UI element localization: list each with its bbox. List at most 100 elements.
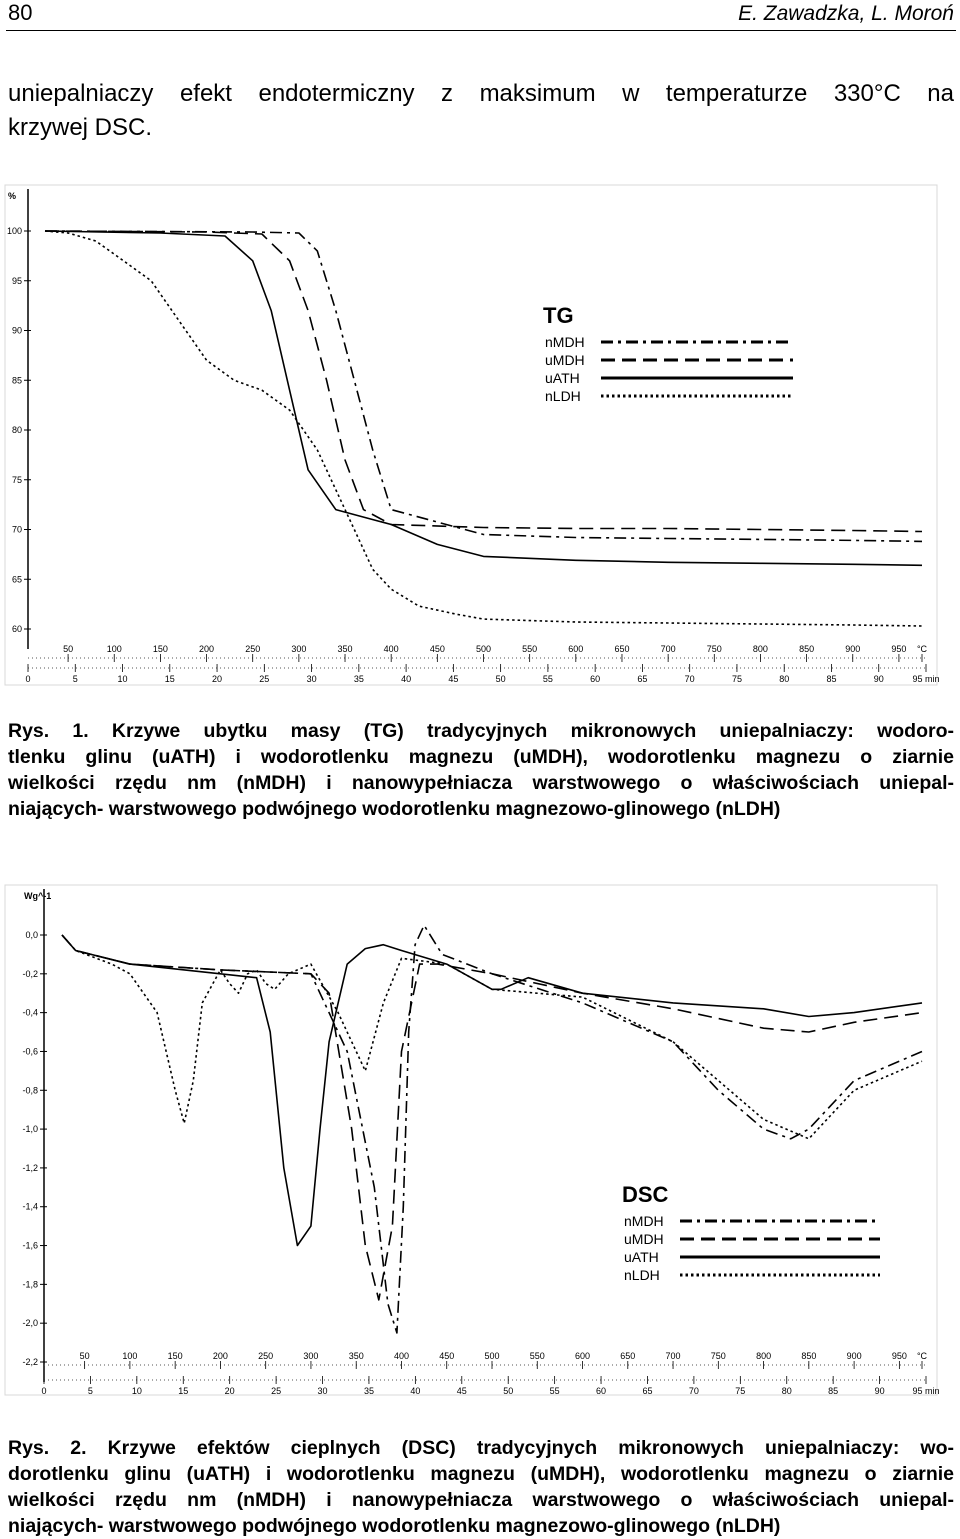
dsc-time-tick-label: 65 [642, 1386, 652, 1396]
dsc-time-tick-label: 95 min [912, 1386, 939, 1396]
figure2-caption-line-4: niających- warstwowego podwójnego wodoro… [8, 1515, 781, 1537]
dsc-time-tick-label: 25 [271, 1386, 281, 1396]
tg-legend-label-nldh: nLDH [545, 388, 581, 404]
tg-series-uath [44, 230, 923, 567]
figure2-caption-line-2: dorotlenku glinu (uATH) i wodorotlenku m… [8, 1463, 954, 1485]
tg-time-tick-label: 45 [448, 674, 458, 684]
dsc-y-tick-label: -1,4 [22, 1202, 38, 1212]
dsc-temp-tick-label: 250 [258, 1351, 273, 1361]
tg-y-tick-label: 90 [12, 326, 22, 336]
tg-time-tick-label: 85 [826, 674, 836, 684]
tg-temp-tick-label: 50 [63, 644, 73, 654]
tg-temp-tick-label: 500 [476, 644, 491, 654]
tg-y-tick-label: 95 [12, 276, 22, 286]
dsc-temp-tick-label: 750 [711, 1351, 726, 1361]
figure2-caption: Rys. 2. Krzywe efektów cieplnych (DSC) t… [8, 1435, 954, 1539]
dsc-temp-tick-label: °C [917, 1351, 928, 1361]
dsc-y-tick-label: -1,2 [22, 1163, 38, 1173]
dsc-series-nldh [61, 934, 923, 1140]
tg-frame [4, 184, 938, 686]
dsc-legend-label-umdh: uMDH [624, 1231, 664, 1247]
dsc-temp-tick-label: 300 [303, 1351, 318, 1361]
dsc-y-tick-label: -0,4 [22, 1008, 38, 1018]
dsc-time-tick-label: 30 [318, 1386, 328, 1396]
dsc-legend-label-nmdh: nMDH [624, 1213, 664, 1229]
tg-time-tick-label: 70 [685, 674, 695, 684]
page-header: 80 E. Zawadzka, L. Moroń [6, 0, 956, 31]
tg-time-tick-label: 40 [401, 674, 411, 684]
dsc-time-tick-label: 90 [875, 1386, 885, 1396]
dsc-time-tick-label: 70 [689, 1386, 699, 1396]
dsc-time-tick-label: 45 [457, 1386, 467, 1396]
tg-temp-tick-label: 250 [245, 644, 260, 654]
tg-temp-tick-label: 750 [707, 644, 722, 654]
tg-time-tick-label: 25 [259, 674, 269, 684]
dsc-temp-tick-label: 50 [80, 1351, 90, 1361]
tg-y-unit: % [8, 191, 16, 201]
dsc-time-tick-label: 50 [503, 1386, 513, 1396]
tg-temp-tick-label: 100 [107, 644, 122, 654]
tg-time-tick-label: 95 min [912, 674, 939, 684]
tg-temp-tick-label: 150 [153, 644, 168, 654]
dsc-temp-tick-label: 700 [666, 1351, 681, 1361]
tg-time-tick-label: 50 [496, 674, 506, 684]
dsc-y-tick-label: -0,2 [22, 969, 38, 979]
dsc-temp-tick-label: 200 [213, 1351, 228, 1361]
figure1-caption-line-3: wielkości rzędu nm (nMDH) i nanowypełnia… [8, 772, 954, 794]
tg-legend-label-uath: uATH [545, 370, 580, 386]
dsc-y-tick-label: -0,8 [22, 1085, 38, 1095]
tg-temp-tick-label: 650 [614, 644, 629, 654]
tg-time-tick-label: 55 [543, 674, 553, 684]
dsc-time-tick-label: 85 [828, 1386, 838, 1396]
intro-line-2: krzywej DSC. [8, 114, 153, 141]
tg-temp-tick-label: 700 [661, 644, 676, 654]
dsc-y-tick-label: -2,2 [22, 1357, 38, 1367]
dsc-time-tick-label: 75 [735, 1386, 745, 1396]
dsc-chart: Wg^-1 0,0 -0,2 -0,4 -0,6 -0,8 -1,0 -1,2 -1,4 -1,6… [4, 884, 940, 1396]
tg-temp-tick-label: 950 [891, 644, 906, 654]
dsc-temp-tick-label: 950 [892, 1351, 907, 1361]
tg-time-tick-label: 15 [165, 674, 175, 684]
dsc-time-tick-label: 15 [178, 1386, 188, 1396]
tg-legend-label-umdh: uMDH [545, 352, 585, 368]
figure2-caption-line-3: wielkości rzędu nm (nMDH) i nanowypełnia… [8, 1489, 954, 1511]
tg-temp-tick-label: 850 [799, 644, 814, 654]
tg-y-tick-label: 100 [7, 226, 22, 236]
tg-temp-tick-label: 450 [430, 644, 445, 654]
tg-legend-label-nmdh: nMDH [545, 334, 585, 350]
tg-time-tick-label: 90 [874, 674, 884, 684]
tg-time-tick-label: 60 [590, 674, 600, 684]
tg-y-tick-label: 70 [12, 525, 22, 535]
dsc-temp-tick-label: 600 [575, 1351, 590, 1361]
dsc-temp-tick-label: 500 [484, 1351, 499, 1361]
figure1-caption: Rys. 1. Krzywe ubytku masy (TG) tradycyj… [8, 718, 954, 822]
tg-time-tick-label: 20 [212, 674, 222, 684]
dsc-series-uath [61, 934, 923, 1247]
tg-time-tick-label: 30 [307, 674, 317, 684]
tg-temp-tick-label: 300 [291, 644, 306, 654]
page-number: 80 [8, 0, 33, 25]
dsc-time-tick-label: 35 [364, 1386, 374, 1396]
dsc-time-tick-label: 60 [596, 1386, 606, 1396]
tg-time-tick-label: 75 [732, 674, 742, 684]
tg-temp-tick-label: °C [917, 644, 928, 654]
dsc-y-unit: Wg^-1 [24, 891, 51, 901]
dsc-time-tick-label: 40 [410, 1386, 420, 1396]
tg-legend-title: TG [543, 303, 574, 328]
dsc-series-nmdh [61, 924, 923, 1334]
dsc-y-tick-label: -1,0 [22, 1124, 38, 1134]
dsc-temp-tick-label: 550 [530, 1351, 545, 1361]
dsc-y-tick-label: -1,8 [22, 1279, 38, 1289]
dsc-temp-tick-label: 800 [756, 1351, 771, 1361]
dsc-time-tick-label: 10 [132, 1386, 142, 1396]
tg-y-tick-label: 80 [12, 425, 22, 435]
dsc-temp-tick-label: 100 [122, 1351, 137, 1361]
tg-temp-tick-label: 550 [522, 644, 537, 654]
dsc-y-tick-label: -1,6 [22, 1241, 38, 1251]
figure1-caption-line-4: niających- warstwowego podwójnego wodoro… [8, 798, 781, 820]
dsc-temp-tick-label: 350 [349, 1351, 364, 1361]
dsc-y-tick-label: -2,0 [22, 1318, 38, 1328]
tg-y-tick-label: 60 [12, 624, 22, 634]
tg-temp-tick-label: 350 [338, 644, 353, 654]
